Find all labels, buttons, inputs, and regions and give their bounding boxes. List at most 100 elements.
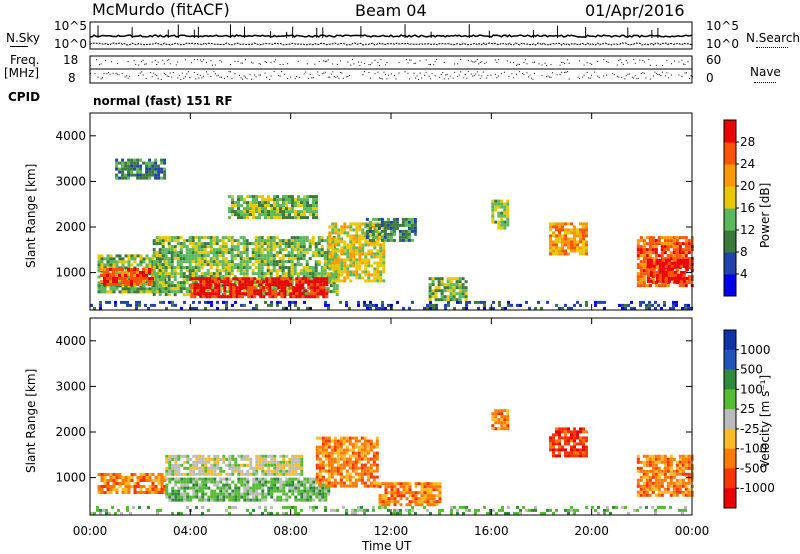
heatmap-cell bbox=[198, 483, 202, 487]
heatmap-cell bbox=[429, 511, 432, 515]
heatmap-cell bbox=[269, 242, 273, 246]
heatmap-cell bbox=[216, 480, 220, 484]
heatmap-cell bbox=[243, 198, 246, 202]
freq-dot bbox=[509, 61, 511, 63]
heatmap-cell bbox=[276, 486, 280, 490]
heatmap-cell bbox=[363, 469, 367, 473]
heatmap-cell bbox=[103, 287, 107, 291]
heatmap-cell bbox=[326, 257, 330, 261]
heatmap-cell bbox=[682, 276, 686, 280]
heatmap-cell bbox=[252, 472, 256, 476]
heatmap-cell bbox=[332, 269, 336, 273]
heatmap-cell bbox=[206, 290, 210, 294]
heatmap-cell bbox=[287, 275, 291, 279]
heatmap-cell bbox=[293, 278, 297, 282]
heatmap-cell bbox=[500, 199, 504, 203]
heatmap-cell bbox=[306, 210, 309, 214]
heatmap-cell bbox=[100, 488, 104, 491]
heatmap-cell bbox=[170, 236, 174, 240]
heatmap-cell bbox=[225, 489, 229, 493]
heatmap-cell bbox=[666, 284, 670, 288]
heatmap-cell bbox=[365, 235, 369, 239]
heatmap-cell bbox=[191, 242, 195, 246]
heatmap-cell bbox=[283, 277, 287, 281]
heatmap-cell bbox=[93, 511, 96, 515]
heatmap-cell bbox=[261, 195, 264, 199]
heatmap-cell bbox=[423, 497, 427, 501]
heatmap-cell bbox=[267, 454, 271, 458]
heatmap-cell bbox=[317, 263, 321, 267]
heatmap-cell bbox=[652, 273, 656, 277]
nave-dot bbox=[688, 78, 690, 80]
heatmap-cell bbox=[201, 472, 205, 476]
heatmap-cell bbox=[205, 295, 209, 299]
heatmap-cell bbox=[278, 248, 282, 252]
heatmap-cell bbox=[145, 479, 149, 482]
heatmap-cell bbox=[173, 248, 177, 252]
heatmap-cell bbox=[191, 269, 195, 273]
heatmap-cell bbox=[280, 289, 284, 293]
heatmap-cell bbox=[133, 161, 137, 165]
freq-dot bbox=[177, 61, 179, 63]
heatmap-cell bbox=[363, 511, 366, 515]
heatmap-cell bbox=[331, 225, 335, 229]
heatmap-cell bbox=[402, 485, 406, 489]
heatmap-cell bbox=[455, 283, 459, 287]
heatmap-cell bbox=[682, 273, 686, 277]
heatmap-cell bbox=[351, 442, 355, 446]
heatmap-cell bbox=[236, 281, 240, 285]
heatmap-cell bbox=[354, 442, 358, 446]
heatmap-cell bbox=[345, 436, 349, 440]
heatmap-cell bbox=[389, 223, 393, 227]
heatmap-cell bbox=[325, 280, 329, 284]
heatmap-cell bbox=[343, 258, 347, 262]
heatmap-cell bbox=[225, 303, 228, 307]
heatmap-cell bbox=[308, 239, 312, 243]
heatmap-cell bbox=[383, 220, 387, 224]
heatmap-cell bbox=[174, 489, 178, 493]
heatmap-cell bbox=[552, 240, 555, 244]
heatmap-cell bbox=[273, 486, 277, 490]
heatmap-cell bbox=[275, 275, 279, 279]
heatmap-cell bbox=[374, 223, 378, 227]
heatmap-cell bbox=[148, 158, 152, 162]
heatmap-cell bbox=[97, 491, 101, 494]
heatmap-cell bbox=[585, 303, 588, 307]
heatmap-cell bbox=[555, 228, 558, 232]
heatmap-cell bbox=[112, 257, 116, 261]
heatmap-cell bbox=[408, 306, 411, 310]
heatmap-cell bbox=[276, 201, 279, 205]
heatmap-cell bbox=[333, 442, 337, 446]
heatmap-cell bbox=[676, 264, 680, 268]
heatmap-cell bbox=[316, 292, 320, 296]
freq-dot bbox=[648, 59, 650, 61]
heatmap-cell bbox=[255, 457, 259, 461]
heatmap-cell bbox=[269, 245, 273, 249]
heatmap-cell bbox=[97, 290, 101, 294]
heatmap-cell bbox=[407, 226, 411, 230]
heatmap-cell bbox=[567, 511, 570, 515]
heatmap-cell bbox=[222, 498, 226, 502]
heatmap-cell bbox=[284, 239, 288, 243]
heatmap-cell bbox=[337, 240, 341, 244]
heatmap-cell bbox=[151, 271, 154, 274]
heatmap-cell bbox=[115, 158, 119, 162]
heatmap-cell bbox=[226, 283, 230, 287]
heatmap-cell bbox=[354, 484, 358, 488]
heatmap-cell bbox=[663, 303, 666, 307]
heatmap-cell bbox=[255, 306, 258, 310]
heatmap-cell bbox=[215, 272, 219, 276]
heatmap-cell bbox=[267, 303, 270, 307]
heatmap-cell bbox=[204, 306, 207, 310]
nave-dot bbox=[666, 72, 668, 74]
heatmap-cell bbox=[352, 258, 356, 262]
heatmap-cell bbox=[367, 279, 371, 283]
heatmap-cell bbox=[177, 495, 181, 499]
freq-dot bbox=[518, 63, 520, 65]
heatmap-cell bbox=[349, 255, 353, 259]
heatmap-cell bbox=[567, 237, 570, 241]
heatmap-cell bbox=[227, 251, 231, 255]
heatmap-cell bbox=[330, 454, 334, 458]
heatmap-cell bbox=[182, 275, 186, 279]
heatmap-cell bbox=[621, 306, 624, 310]
